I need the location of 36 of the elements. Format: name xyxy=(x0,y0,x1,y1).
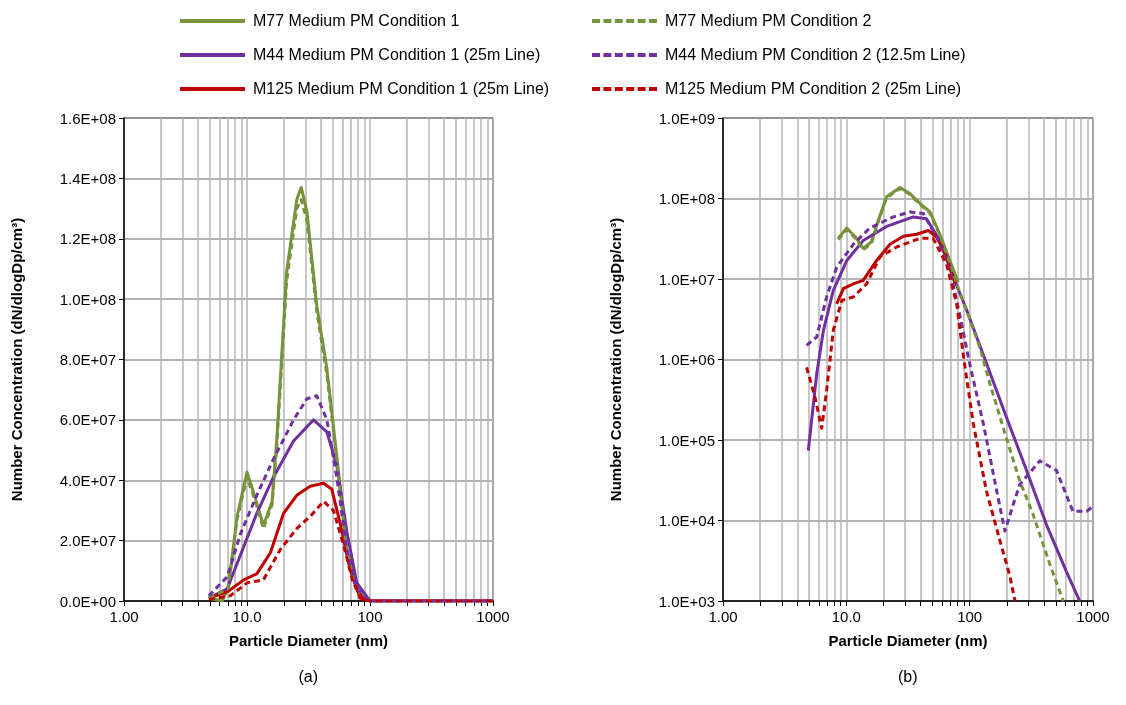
y-tick-label: 1.0E+09 xyxy=(658,109,715,127)
y-tick-label: 1.0E+06 xyxy=(658,351,715,368)
y-axis-title: Number Concentration (dN/dlogDp/cm³) xyxy=(607,217,624,502)
legend-label: M125 Medium PM Condition 1 (25m Line) xyxy=(253,80,550,98)
text: (b) xyxy=(898,667,918,685)
legend-label: M77 Medium PM Condition 2 xyxy=(665,12,872,30)
y-tick-label: 1.0E+04 xyxy=(658,512,715,529)
y-tick-label: 8.0E+07 xyxy=(59,351,116,368)
y-tick-label: 4.0E+07 xyxy=(59,471,116,489)
x-tick-label: 1.00 xyxy=(109,608,139,625)
y-tick-label: 1.0E+08 xyxy=(658,190,715,207)
y-tick-label: 1.0E+08 xyxy=(59,290,116,308)
x-tick-label: 1000 xyxy=(1076,608,1110,625)
legend-label: M77 Medium PM Condition 1 xyxy=(253,12,460,30)
y-tick-label: 2.0E+07 xyxy=(59,532,116,550)
x-tick-label: 10.0 xyxy=(232,608,262,625)
y-tick-label: 1.6E+08 xyxy=(59,109,116,127)
x-tick-label: 1000 xyxy=(476,608,510,625)
y-axis-title: Number Concentration (dN/dlogDp/cm³) xyxy=(8,217,25,502)
y-tick-label: 1.0E+03 xyxy=(658,592,715,610)
text: (a) xyxy=(298,667,319,685)
x-tick-label: 100 xyxy=(357,608,383,625)
x-tick-label: 10.0 xyxy=(831,608,861,625)
y-tick-label: 6.0E+07 xyxy=(59,411,116,429)
legend-label: M44 Medium PM Condition 1 (25m Line) xyxy=(253,46,541,64)
legend-label: M125 Medium PM Condition 2 (25m Line) xyxy=(665,80,962,98)
y-tick-label: 1.4E+08 xyxy=(59,169,116,187)
legend-label: M44 Medium PM Condition 2 (12.5m Line) xyxy=(665,46,966,64)
y-tick-label: 0.0E+00 xyxy=(59,592,116,610)
y-tick-label: 1.0E+07 xyxy=(658,270,715,288)
x-axis-title: Particle Diameter (nm) xyxy=(228,632,389,649)
x-axis-title: Particle Diameter (nm) xyxy=(828,632,988,649)
y-tick-label: 1.2E+08 xyxy=(59,230,116,248)
y-tick-label: 1.0E+05 xyxy=(658,431,715,449)
x-tick-label: 1.00 xyxy=(708,608,738,625)
x-tick-label: 100 xyxy=(957,608,983,625)
